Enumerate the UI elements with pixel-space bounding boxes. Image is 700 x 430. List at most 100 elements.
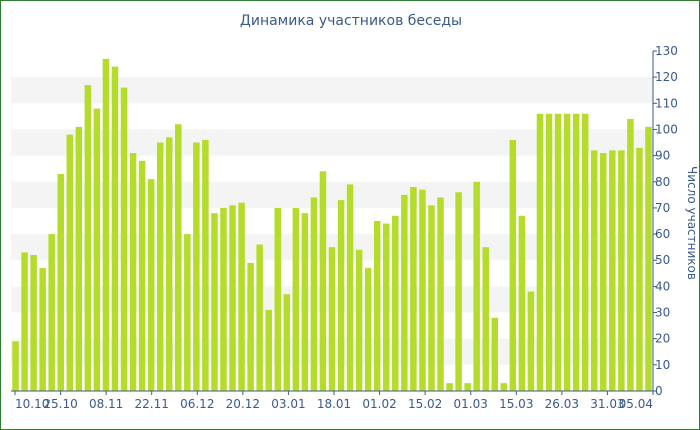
bar bbox=[274, 207, 281, 391]
bar bbox=[30, 255, 37, 391]
bar bbox=[292, 207, 300, 391]
bar bbox=[392, 215, 399, 391]
y-tick-label: 50 bbox=[655, 253, 670, 267]
bar bbox=[93, 108, 101, 391]
chart-title: Динамика участников беседы bbox=[239, 13, 463, 29]
x-tick-label: 03.01 bbox=[271, 397, 305, 411]
bar bbox=[138, 160, 146, 391]
y-tick-label: 70 bbox=[655, 201, 670, 215]
y-tick-label: 60 bbox=[655, 227, 670, 241]
y-tick-label: 130 bbox=[655, 44, 678, 58]
bar bbox=[618, 150, 625, 391]
bar bbox=[554, 113, 562, 392]
y-tick-labels: 0 10 20 30 40 50 60 70 80 90 100 110 120 130 bbox=[653, 44, 678, 398]
y-tick-label: 20 bbox=[655, 332, 670, 346]
bar bbox=[518, 215, 526, 391]
bar bbox=[247, 262, 254, 391]
bar bbox=[102, 58, 110, 391]
bar bbox=[590, 150, 598, 391]
bar bbox=[165, 137, 173, 391]
x-tick-label: 31.03 bbox=[590, 397, 624, 411]
bar bbox=[563, 113, 571, 392]
x-tick-label: 01.03 bbox=[454, 397, 488, 411]
bar bbox=[156, 142, 164, 391]
y-axis-label: Число участников bbox=[685, 166, 699, 280]
bar bbox=[627, 119, 634, 391]
bar bbox=[220, 207, 227, 391]
bar bbox=[428, 205, 435, 391]
bar bbox=[265, 309, 272, 391]
y-tick-label: 110 bbox=[655, 96, 678, 110]
bar bbox=[319, 171, 327, 391]
x-tick-label: 01.02 bbox=[362, 397, 396, 411]
x-tick-label: 22.11 bbox=[135, 397, 169, 411]
bar bbox=[346, 184, 354, 391]
bar bbox=[464, 383, 471, 391]
bar bbox=[437, 197, 444, 391]
y-tick-label: 80 bbox=[655, 175, 670, 189]
bar bbox=[509, 139, 517, 391]
bar bbox=[600, 153, 607, 391]
x-tick-label: 15.02 bbox=[408, 397, 442, 411]
bar bbox=[328, 247, 336, 391]
bar bbox=[536, 113, 544, 392]
y-tick-label: 120 bbox=[655, 70, 678, 84]
bar bbox=[383, 223, 390, 391]
x-tick-label: 26.03 bbox=[545, 397, 579, 411]
bar bbox=[355, 249, 363, 391]
y-tick-label: 0 bbox=[655, 384, 663, 398]
x-tick-label: 05.04 bbox=[619, 397, 653, 411]
x-tick-label: 06.12 bbox=[180, 397, 214, 411]
bar bbox=[193, 142, 200, 391]
y-tick-label: 10 bbox=[655, 358, 670, 372]
bar bbox=[57, 173, 64, 391]
bar bbox=[572, 113, 580, 392]
bar bbox=[401, 194, 408, 391]
bar bbox=[147, 179, 155, 391]
y-tick-label: 100 bbox=[655, 122, 678, 136]
bar bbox=[545, 113, 553, 392]
bar bbox=[373, 221, 381, 391]
bar bbox=[410, 187, 417, 391]
bar bbox=[455, 192, 462, 391]
bar bbox=[283, 294, 291, 391]
bar bbox=[337, 200, 345, 391]
x-tick-label: 25.10 bbox=[43, 397, 77, 411]
bar bbox=[211, 213, 218, 391]
bar bbox=[491, 317, 499, 391]
bar bbox=[66, 134, 74, 391]
bar bbox=[48, 234, 55, 391]
bar bbox=[12, 341, 19, 391]
bar bbox=[301, 213, 309, 391]
bar bbox=[202, 139, 209, 391]
y-tick-label: 90 bbox=[655, 149, 670, 163]
bar bbox=[120, 87, 128, 392]
bar bbox=[229, 205, 236, 391]
bar bbox=[184, 234, 191, 391]
bar bbox=[175, 124, 182, 391]
bar bbox=[482, 247, 489, 391]
y-tick-label: 30 bbox=[655, 306, 670, 320]
x-tick-label: 15.03 bbox=[499, 397, 533, 411]
bar bbox=[645, 126, 652, 391]
bar bbox=[21, 252, 28, 391]
bar bbox=[446, 383, 453, 391]
bar bbox=[84, 85, 92, 391]
bar bbox=[609, 150, 616, 391]
x-tick-label: 10.10 bbox=[15, 397, 49, 411]
bar bbox=[581, 113, 589, 392]
bar bbox=[75, 126, 83, 391]
bar bbox=[527, 291, 535, 391]
bars-group bbox=[12, 58, 652, 392]
bar bbox=[238, 202, 245, 391]
x-tick-label: 08.11 bbox=[89, 397, 123, 411]
bar bbox=[256, 244, 263, 391]
bar bbox=[419, 189, 426, 391]
x-tick-label: 18.01 bbox=[317, 397, 351, 411]
bar bbox=[310, 197, 318, 391]
y-tick-label: 40 bbox=[655, 279, 670, 293]
bar bbox=[39, 268, 46, 391]
